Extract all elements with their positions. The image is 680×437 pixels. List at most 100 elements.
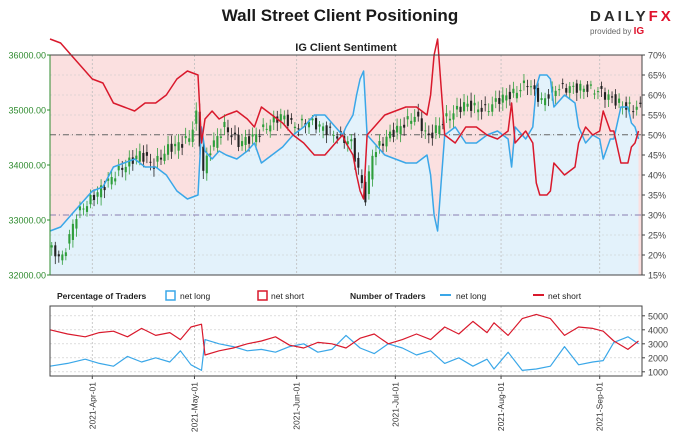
count-axis: 1000 2000 3000 4000 5000 (642, 311, 668, 377)
candle-body (628, 102, 631, 104)
candle-body (71, 223, 74, 240)
candle-body (618, 98, 621, 103)
candle-body (529, 86, 533, 88)
candle-body (262, 124, 265, 128)
candle-body (515, 92, 518, 99)
candle-body (202, 146, 205, 171)
dailyfx-logo: DAILYFX provided by IG (590, 8, 680, 37)
candle-body (322, 126, 325, 131)
candle-body (128, 157, 131, 167)
candle-body (265, 128, 268, 130)
candle-body (290, 118, 293, 120)
candle-body (85, 206, 89, 212)
candle-body (198, 111, 201, 147)
candle-body (554, 90, 557, 97)
candle-body (396, 125, 399, 133)
candle-body (311, 118, 314, 121)
candle-body (346, 141, 349, 145)
candle-body (50, 245, 53, 248)
candle-body (452, 113, 455, 120)
candle-body (575, 83, 578, 93)
pct-tick-label: 20% (648, 251, 666, 261)
candle-body (470, 100, 473, 111)
candle-body (89, 194, 92, 205)
subtitle: IG Client Sentiment (295, 42, 397, 54)
candle-body (417, 111, 420, 117)
candle-body (100, 185, 103, 198)
candle-body (226, 127, 230, 133)
candle-body (462, 102, 466, 112)
candle-body (413, 116, 416, 122)
main-panel: IG Client Sentiment 32000.00 33000.00 3400… (8, 38, 666, 281)
candle-body (505, 95, 508, 101)
count-tick-label: 5000 (648, 311, 668, 321)
pct-tick-label: 45% (648, 151, 666, 161)
candle-body (258, 135, 261, 137)
candle-body (54, 245, 57, 257)
candle-body (544, 98, 547, 106)
candle-body (536, 87, 540, 102)
candle-body (568, 86, 571, 93)
candle-body (441, 124, 444, 126)
candle-body (188, 138, 191, 142)
candle-body (399, 126, 402, 135)
candle-body (424, 130, 427, 132)
candle-body (255, 134, 258, 143)
legend-num-short-label: net short (548, 291, 582, 301)
candle-body (434, 125, 437, 134)
candle-body (145, 152, 148, 156)
candle-body (174, 143, 177, 147)
candle-body (558, 89, 561, 91)
candle-body (135, 155, 138, 160)
date-tick-label: 2021-Sep-01 (595, 382, 605, 431)
candle-body (600, 85, 603, 89)
count-grid (50, 306, 642, 376)
legend-num-long-label: net long (456, 291, 487, 301)
candle-body (272, 116, 275, 123)
price-candles (50, 74, 642, 265)
net-short-count-line (49, 313, 639, 356)
candle-body (318, 124, 321, 127)
legend-num-title: Number of Traders (350, 291, 426, 301)
candle-body (487, 111, 490, 113)
pct-tick-label: 50% (648, 131, 666, 141)
candle-body (286, 114, 289, 126)
candle-body (540, 98, 543, 101)
candle-body (103, 187, 106, 191)
candle-body (339, 131, 342, 133)
candle-body (610, 96, 614, 98)
price-tick-label: 33000.00 (8, 216, 46, 226)
candle-body (110, 176, 113, 185)
candle-body (156, 155, 159, 162)
candle-body (195, 110, 198, 124)
pct-tick-label: 15% (648, 271, 666, 281)
candle-body (209, 153, 212, 156)
pct-tick-label: 25% (648, 231, 666, 241)
legend-pct-short-swatch (257, 290, 268, 301)
candle-body (582, 88, 585, 92)
count-tick-label: 1000 (648, 367, 668, 377)
candle-body (205, 155, 208, 174)
candle-body (603, 92, 607, 100)
candle-body (170, 143, 173, 152)
candle-body (325, 125, 328, 135)
candle-body (332, 134, 335, 136)
candle-body (177, 142, 180, 151)
candle-body (269, 125, 272, 132)
candle-body (371, 155, 374, 180)
candle-body (639, 102, 642, 104)
candle-body (625, 102, 628, 110)
pct-tick-label: 40% (648, 171, 666, 181)
date-tick-label: 2021-Aug-01 (496, 382, 506, 431)
candle-body (512, 88, 515, 94)
chart-title: Wall Street Client Positioning (221, 6, 459, 25)
legend-pct-long-label: net long (180, 291, 211, 301)
candle-body (455, 105, 459, 110)
candle-body (248, 136, 251, 144)
candle-body (445, 113, 448, 117)
logo-brand: DAILYFX (590, 8, 674, 25)
candle-body (364, 181, 367, 203)
candle-body (586, 84, 589, 92)
candle-body (191, 129, 194, 142)
